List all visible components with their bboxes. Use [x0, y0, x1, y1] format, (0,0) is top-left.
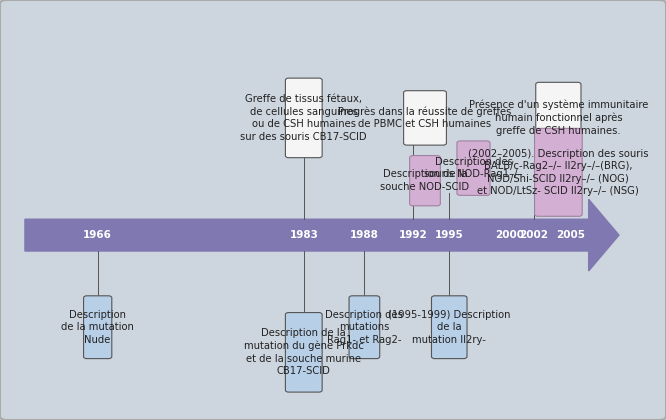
Text: 2000: 2000: [496, 230, 524, 240]
Text: 2005: 2005: [556, 230, 585, 240]
Text: Description de la
mutation du gène Prkdc
et de la souche murine
CB17-SCID: Description de la mutation du gène Prkdc…: [244, 328, 364, 376]
Text: (2002–2005). Description des souris
BALB/c-Rag2–/– Il2ry–/–(BRG),
NOD/Shi-SCID I: (2002–2005). Description des souris BALB…: [468, 149, 649, 196]
Text: Description
de la mutation
Nude: Description de la mutation Nude: [61, 310, 134, 345]
FancyBboxPatch shape: [457, 141, 490, 195]
Text: 1988: 1988: [350, 230, 379, 240]
Text: Description des
mutations
Rag1- et Rag2-: Description des mutations Rag1- et Rag2-: [326, 310, 404, 345]
Text: 1992: 1992: [398, 230, 428, 240]
FancyBboxPatch shape: [349, 296, 380, 359]
FancyBboxPatch shape: [410, 155, 440, 206]
Text: 1983: 1983: [289, 230, 318, 240]
FancyBboxPatch shape: [286, 78, 322, 158]
Text: Description des
souris NOD-Rag1–/–: Description des souris NOD-Rag1–/–: [424, 157, 523, 179]
Text: 1966: 1966: [83, 230, 112, 240]
Text: Description de la
souche NOD-SCID: Description de la souche NOD-SCID: [380, 170, 470, 192]
FancyBboxPatch shape: [404, 91, 446, 145]
Text: Présence d'un système immunitaire
humain fonctionnel après
greffe de CSH humaine: Présence d'un système immunitaire humain…: [469, 100, 648, 136]
Text: (1995-1999) Description
de la
mutation Il2ry-: (1995-1999) Description de la mutation I…: [388, 310, 511, 345]
FancyBboxPatch shape: [432, 296, 467, 359]
FancyArrow shape: [25, 200, 619, 271]
FancyBboxPatch shape: [535, 129, 582, 216]
Text: 1995: 1995: [435, 230, 464, 240]
FancyBboxPatch shape: [83, 296, 112, 359]
Text: Progrès dans la réussite de greffes
de PBMC et CSH humaines: Progrès dans la réussite de greffes de P…: [338, 106, 511, 129]
FancyBboxPatch shape: [535, 82, 581, 153]
FancyBboxPatch shape: [286, 312, 322, 392]
Text: Greffe de tissus fétaux,
de cellules sanguines
ou de CSH humaines
sur des souris: Greffe de tissus fétaux, de cellules san…: [240, 94, 367, 142]
Text: 2002: 2002: [519, 230, 549, 240]
